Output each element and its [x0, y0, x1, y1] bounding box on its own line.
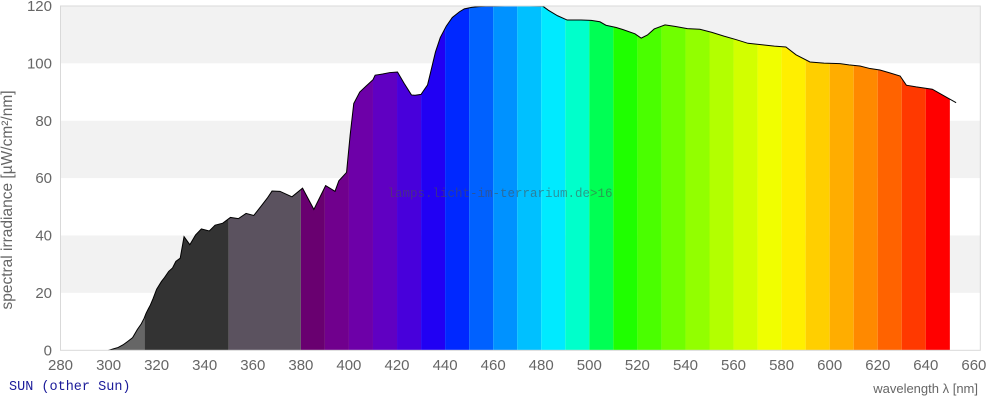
svg-text:480: 480: [529, 357, 554, 374]
svg-text:280: 280: [48, 357, 73, 374]
svg-text:620: 620: [865, 357, 890, 374]
svg-text:460: 460: [481, 357, 506, 374]
svg-text:660: 660: [961, 357, 986, 374]
svg-text:SUN (other Sun): SUN (other Sun): [9, 380, 131, 395]
svg-text:100: 100: [27, 55, 52, 72]
svg-text:400: 400: [336, 357, 361, 374]
svg-text:540: 540: [673, 357, 698, 374]
svg-text:40: 40: [35, 228, 52, 245]
svg-text:60: 60: [35, 170, 52, 187]
svg-text:520: 520: [625, 357, 650, 374]
svg-text:640: 640: [913, 357, 938, 374]
svg-text:380: 380: [288, 357, 313, 374]
svg-text:20: 20: [35, 285, 52, 302]
svg-text:wavelength λ [nm]: wavelength λ [nm]: [872, 381, 978, 396]
svg-text:lamps.licht-im-terrarium.de>16: lamps.licht-im-terrarium.de>16: [387, 187, 612, 201]
svg-text:500: 500: [577, 357, 602, 374]
svg-text:80: 80: [35, 113, 52, 130]
svg-text:120: 120: [27, 0, 52, 15]
svg-text:300: 300: [96, 357, 121, 374]
svg-text:420: 420: [384, 357, 409, 374]
svg-text:320: 320: [144, 357, 169, 374]
svg-text:560: 560: [721, 357, 746, 374]
svg-text:spectral irradiance [µW/cm²/nm: spectral irradiance [µW/cm²/nm]: [0, 90, 16, 309]
svg-text:360: 360: [240, 357, 265, 374]
svg-text:600: 600: [817, 357, 842, 374]
svg-text:440: 440: [433, 357, 458, 374]
svg-text:580: 580: [769, 357, 794, 374]
svg-text:340: 340: [192, 357, 217, 374]
